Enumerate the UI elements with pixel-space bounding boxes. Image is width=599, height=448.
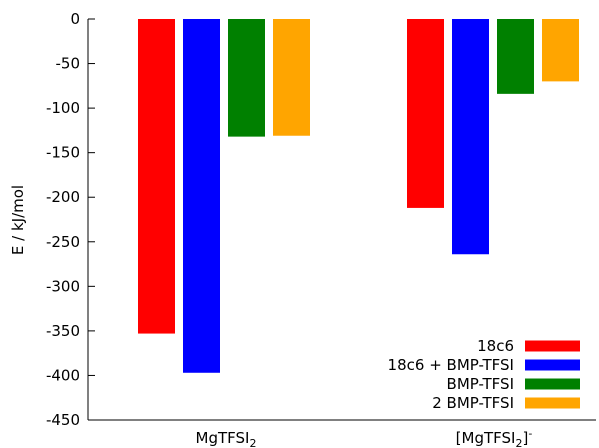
y-ticks-group: 0 -50 -100 -150 -200 -250 -300 -350 -400 -450 [46, 10, 95, 429]
bar-2-bmp-tfsi-cat-0 [273, 19, 310, 136]
category-label: [MgTFSI2]- [456, 427, 533, 448]
bar-18c6-bmp-tfsi-cat-0 [183, 19, 220, 373]
legend-swatch [525, 397, 580, 409]
y-tick-label: -200 [46, 188, 80, 206]
bar-2-bmp-tfsi-cat-1 [542, 19, 579, 82]
y-tick-label: -300 [46, 277, 80, 295]
legend-label: 18c6 + BMP-TFSI [388, 356, 514, 374]
y-tick-label: -150 [46, 144, 80, 162]
y-tick-label: 0 [70, 10, 80, 28]
y-tick-label: -250 [46, 233, 80, 251]
bar-bmp-tfsi-cat-1 [497, 19, 534, 94]
y-tick-label: -100 [46, 99, 80, 117]
bar-18c6-cat-0 [138, 19, 175, 334]
legend-label: 18c6 [477, 337, 514, 355]
legend-swatch [525, 359, 580, 371]
y-tick-label: -450 [46, 411, 80, 429]
bar-bmp-tfsi-cat-0 [228, 19, 265, 137]
legend-swatch [525, 340, 580, 352]
bars-group [138, 19, 579, 373]
y-axis-label: E / kJ/mol [9, 185, 27, 255]
bar-18c6-bmp-tfsi-cat-1 [452, 19, 489, 255]
category-labels-group: MgTFSI2 [MgTFSI2]- [196, 427, 533, 448]
y-tick-label: -50 [56, 55, 81, 73]
legend-label: 2 BMP-TFSI [432, 394, 514, 412]
category-label: MgTFSI2 [196, 429, 257, 448]
axes-group [87, 19, 596, 421]
legend-label: BMP-TFSI [447, 375, 514, 393]
y-tick-label: -400 [46, 366, 80, 384]
legend-swatch [525, 378, 580, 390]
y-tick-label: -350 [46, 322, 80, 340]
bar-18c6-cat-1 [407, 19, 444, 208]
